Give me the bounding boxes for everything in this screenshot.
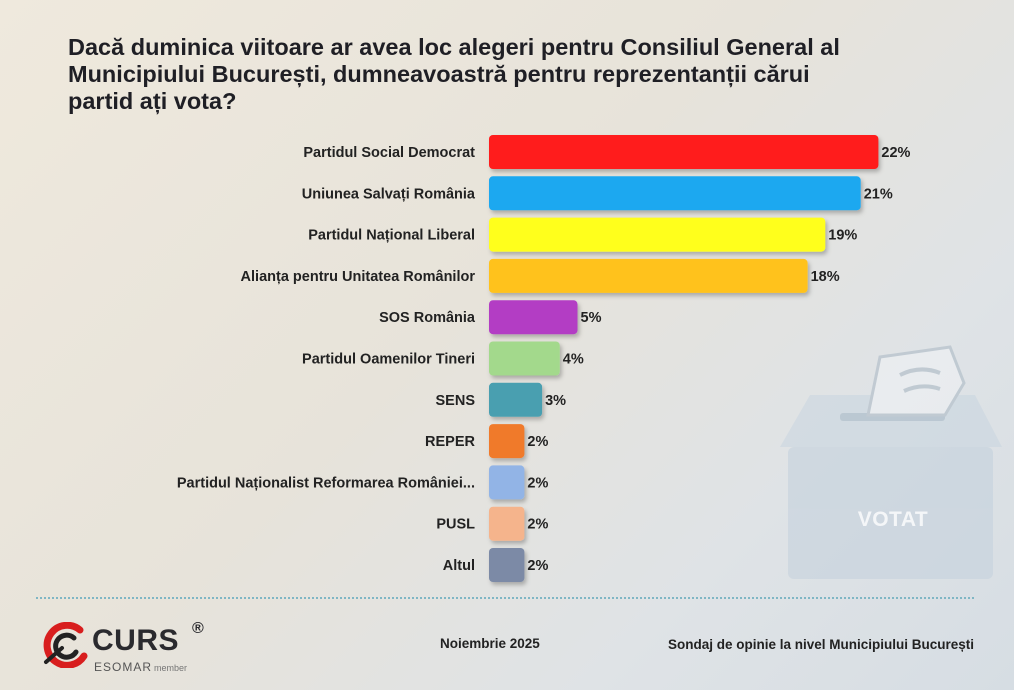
bar <box>489 506 525 541</box>
curs-logo-icon <box>43 622 88 668</box>
footer-divider <box>36 597 974 599</box>
brand-name: CURS <box>92 624 180 657</box>
survey-source: Sondaj de opinie la nivel Municipiului B… <box>667 637 974 652</box>
chart-title: Dacă duminica viitoare ar avea loc alege… <box>68 34 840 114</box>
value-label: 2% <box>527 475 548 491</box>
bar <box>489 382 543 417</box>
survey-date: Noiembrie 2025 <box>440 636 540 651</box>
category-label: Uniunea Salvați România <box>302 186 476 202</box>
registered-mark: ® <box>192 620 204 637</box>
category-label: Alianța pentru Unitatea Românilor <box>241 269 476 285</box>
value-label: 2% <box>527 434 548 450</box>
value-label: 18% <box>811 269 840 285</box>
category-label: REPER <box>425 434 475 450</box>
category-label: PUSL <box>436 517 475 533</box>
esomar-member-text: member <box>154 663 188 673</box>
value-label: 2% <box>527 558 548 574</box>
value-label: 5% <box>581 310 602 326</box>
value-label: 21% <box>864 186 893 202</box>
curs-logo: CURS ® ESOMAR member <box>40 618 230 678</box>
bar <box>489 341 560 376</box>
value-label: 4% <box>563 352 584 368</box>
esomar-text: ESOMAR <box>94 660 153 674</box>
bar <box>489 300 578 335</box>
value-label: 22% <box>881 145 910 161</box>
category-label: Partidul Naționalist Reformarea României… <box>177 475 475 491</box>
category-label: Partidul Național Liberal <box>308 228 475 244</box>
ballot-box-label: VOTAT <box>857 508 929 531</box>
category-label: SENS <box>436 393 476 409</box>
value-label: 2% <box>527 517 548 533</box>
bar <box>489 176 861 211</box>
esomar-label: ESOMAR member <box>94 660 187 674</box>
bar <box>489 465 525 500</box>
value-label: 3% <box>545 393 566 409</box>
bar <box>489 135 879 169</box>
category-label: Partidul Oamenilor Tineri <box>302 352 475 368</box>
bar <box>489 548 525 582</box>
ballot-box-icon <box>780 345 1002 579</box>
category-label: SOS România <box>379 310 476 326</box>
bar <box>489 258 808 293</box>
bar <box>489 424 525 459</box>
value-label: 19% <box>828 228 857 244</box>
category-label: Altul <box>443 558 475 574</box>
bar <box>489 217 826 252</box>
bar-chart: Partidul Social Democrat 22% Uniunea Salva… <box>177 135 911 582</box>
category-label: Partidul Social Democrat <box>303 145 475 161</box>
